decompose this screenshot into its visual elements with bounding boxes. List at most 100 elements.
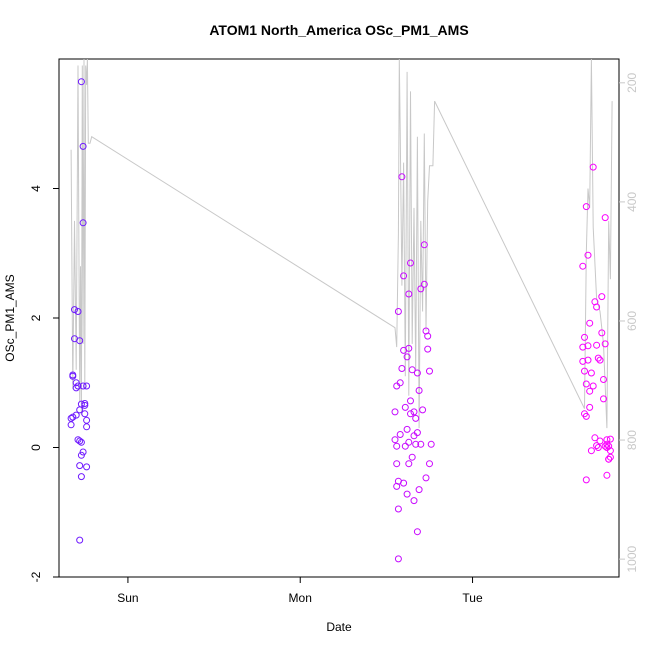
data-point <box>407 410 414 418</box>
data-point <box>586 319 594 327</box>
data-point <box>584 251 592 259</box>
data-point <box>426 367 433 375</box>
data-point <box>77 438 85 446</box>
y2-tick-label: 400 <box>625 192 639 212</box>
data-point <box>403 353 411 361</box>
data-point <box>587 447 595 455</box>
data-point <box>594 354 602 362</box>
data-point <box>579 357 587 365</box>
data-point <box>422 474 430 482</box>
data-point <box>600 395 607 403</box>
data-point <box>605 442 613 450</box>
data-point <box>596 356 604 364</box>
data-point <box>584 342 592 350</box>
series-line <box>70 59 613 429</box>
data-point <box>582 412 590 420</box>
data-point <box>598 329 606 337</box>
data-point <box>401 403 409 411</box>
data-point <box>400 272 408 280</box>
data-point <box>427 440 435 448</box>
x-tick-label: Sun <box>117 591 138 605</box>
axes-layer: -2 0 2 4 Sun Mon Tue 200 400 600 800 1000 <box>29 72 639 605</box>
data-point <box>591 434 599 442</box>
y2-tick-label: 200 <box>625 72 639 92</box>
data-point <box>396 431 404 438</box>
data-point <box>405 460 413 468</box>
data-point <box>394 505 402 513</box>
y2-tick-label: 1000 <box>625 545 639 572</box>
data-point <box>76 337 84 345</box>
y-tick-label: -2 <box>29 571 43 582</box>
y-tick-label: 0 <box>29 444 43 451</box>
data-point <box>81 401 89 409</box>
data-point <box>69 413 77 421</box>
data-point <box>393 442 401 450</box>
data-point <box>79 142 87 150</box>
data-point <box>584 356 592 364</box>
data-point <box>405 344 413 352</box>
data-point <box>586 387 594 395</box>
data-point <box>81 400 89 407</box>
data-point <box>79 219 87 227</box>
plot-frame <box>58 58 620 578</box>
data-point <box>419 406 427 414</box>
data-point <box>603 440 611 448</box>
data-point <box>74 308 82 315</box>
data-point <box>415 387 423 394</box>
data-point <box>600 376 607 383</box>
data-point <box>417 440 425 448</box>
data-point <box>589 382 597 390</box>
data-point <box>407 259 414 267</box>
data-point <box>72 411 80 419</box>
data-point <box>77 451 85 459</box>
data-point <box>398 173 406 181</box>
x-tick-label: Tue <box>462 591 483 605</box>
data-point <box>579 343 587 351</box>
data-point <box>412 414 420 422</box>
data-point <box>594 444 602 451</box>
data-point <box>81 410 89 418</box>
data-point <box>396 379 404 387</box>
data-point <box>394 555 402 563</box>
points-layer <box>67 78 614 563</box>
data-point <box>403 490 411 498</box>
data-point <box>83 423 91 431</box>
data-point <box>405 438 413 446</box>
chart-title: ATOM1 North_America OSc_PM1_AMS <box>209 22 468 38</box>
data-point <box>76 462 84 470</box>
data-point <box>413 429 421 437</box>
data-point <box>69 371 77 379</box>
data-point <box>420 280 428 288</box>
line-layer <box>70 59 613 429</box>
data-point <box>71 306 78 314</box>
y2-tick-label: 600 <box>625 311 639 331</box>
data-point <box>391 408 399 416</box>
data-point <box>394 308 402 315</box>
data-point <box>398 365 406 372</box>
data-point <box>593 341 601 349</box>
data-point <box>67 421 75 429</box>
data-point <box>601 214 609 222</box>
data-point <box>587 369 595 377</box>
data-point <box>582 380 590 388</box>
data-point <box>410 408 418 416</box>
data-point <box>598 293 606 301</box>
data-point <box>601 442 609 450</box>
x-axis-label: Date <box>326 620 352 634</box>
data-point <box>581 333 588 341</box>
data-point <box>83 416 91 424</box>
data-point <box>581 367 588 375</box>
data-point <box>76 437 84 445</box>
data-point <box>412 440 420 448</box>
data-point <box>401 442 409 450</box>
data-point <box>579 262 587 270</box>
data-point <box>74 382 82 390</box>
data-point <box>420 241 428 249</box>
data-point <box>77 473 85 481</box>
y-tick-label: 2 <box>29 314 43 321</box>
data-point <box>391 436 399 444</box>
data-point <box>606 435 614 443</box>
data-point <box>72 384 80 392</box>
data-point <box>601 340 609 348</box>
